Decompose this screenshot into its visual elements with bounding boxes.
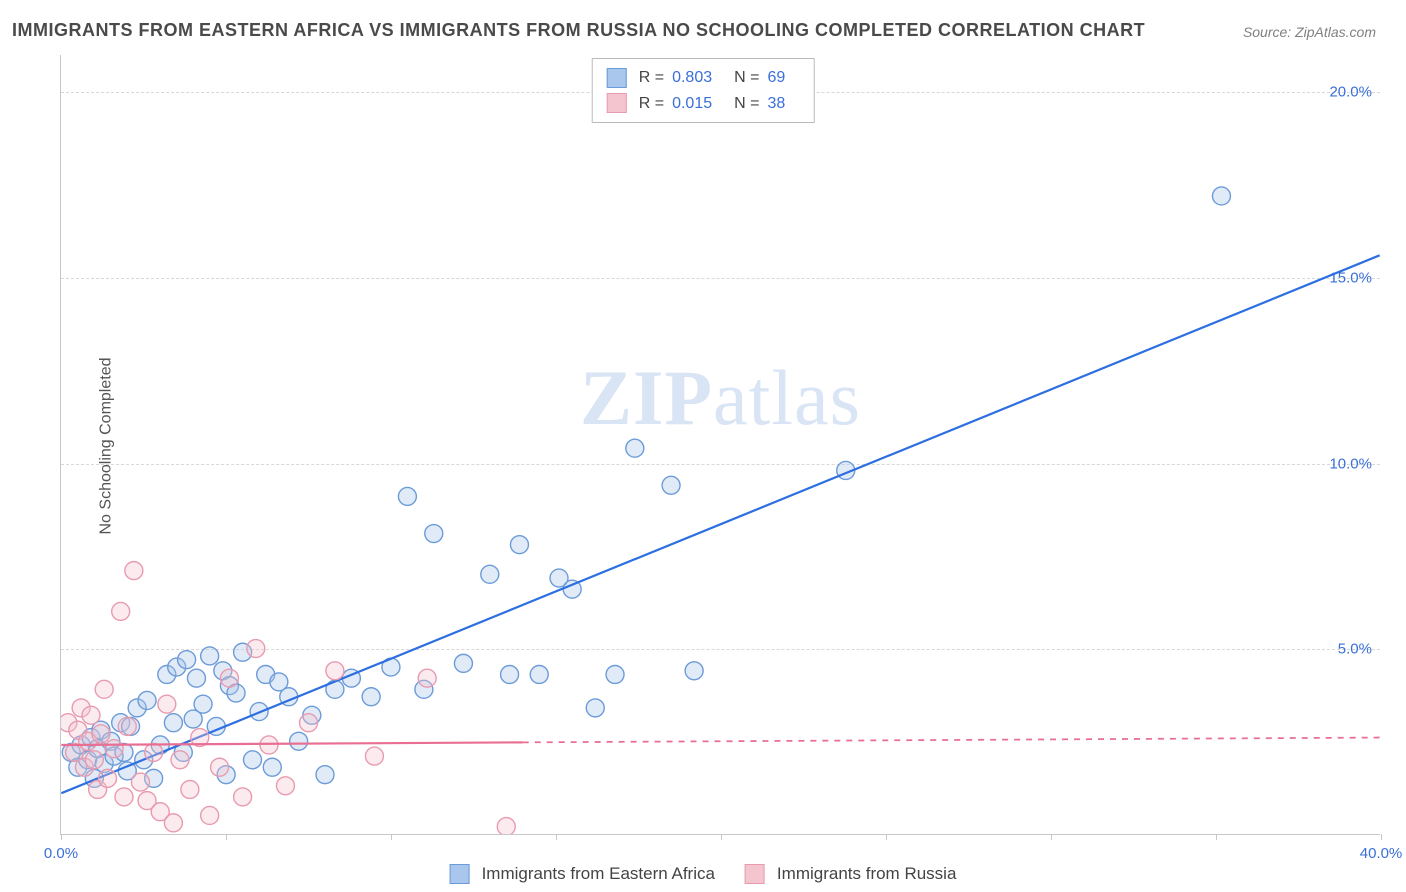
legend-swatch	[450, 864, 470, 884]
data-point	[316, 766, 334, 784]
x-tick-mark	[1051, 834, 1052, 840]
x-tick-mark	[886, 834, 887, 840]
data-point	[362, 688, 380, 706]
data-point	[530, 666, 548, 684]
trend-line	[61, 742, 522, 745]
data-point	[481, 565, 499, 583]
data-point	[425, 525, 443, 543]
data-point	[606, 666, 624, 684]
data-point	[497, 818, 515, 834]
x-tick-label: 40.0%	[1360, 845, 1403, 862]
data-point	[260, 736, 278, 754]
r-value: 0.015	[672, 91, 712, 117]
chart-svg	[61, 55, 1380, 834]
data-point	[220, 669, 238, 687]
n-value: 38	[767, 91, 785, 117]
x-tick-mark	[226, 834, 227, 840]
data-point	[164, 714, 182, 732]
x-tick-label: 0.0%	[44, 845, 78, 862]
data-point	[276, 777, 294, 795]
r-label: R =	[639, 65, 664, 91]
x-tick-mark	[391, 834, 392, 840]
data-point	[85, 751, 103, 769]
r-value: 0.803	[672, 65, 712, 91]
data-point	[158, 695, 176, 713]
x-tick-mark	[1216, 834, 1217, 840]
data-point	[365, 747, 383, 765]
n-value: 69	[767, 65, 785, 91]
n-label: N =	[734, 91, 759, 117]
data-point	[201, 647, 219, 665]
chart-title: IMMIGRANTS FROM EASTERN AFRICA VS IMMIGR…	[12, 20, 1145, 41]
data-point	[181, 780, 199, 798]
data-point	[82, 706, 100, 724]
x-tick-mark	[721, 834, 722, 840]
data-point	[164, 814, 182, 832]
legend-swatch	[745, 864, 765, 884]
data-point	[398, 487, 416, 505]
x-tick-mark	[1381, 834, 1382, 840]
data-point	[247, 640, 265, 658]
data-point	[178, 651, 196, 669]
data-point	[501, 666, 519, 684]
plot-area: ZIPatlas 5.0%10.0%15.0%20.0%0.0%40.0%	[60, 55, 1380, 835]
legend-swatch	[607, 93, 627, 113]
data-point	[194, 695, 212, 713]
data-point	[171, 751, 189, 769]
data-point	[138, 691, 156, 709]
legend-series-label: Immigrants from Eastern Africa	[482, 864, 715, 884]
data-point	[125, 562, 143, 580]
data-point	[145, 743, 163, 761]
legend-swatch	[607, 68, 627, 88]
legend-series-label: Immigrants from Russia	[777, 864, 956, 884]
data-point	[105, 740, 123, 758]
data-point	[263, 758, 281, 776]
data-point	[290, 732, 308, 750]
legend-stat-row: R = 0.015 N = 38	[607, 91, 800, 117]
source-label: Source: ZipAtlas.com	[1243, 24, 1376, 40]
data-point	[131, 773, 149, 791]
data-point	[244, 751, 262, 769]
r-label: R =	[639, 91, 664, 117]
data-point	[234, 788, 252, 806]
data-point	[92, 725, 110, 743]
data-point	[118, 717, 136, 735]
data-point	[510, 536, 528, 554]
data-point	[115, 788, 133, 806]
trend-line	[61, 255, 1379, 793]
data-point	[326, 662, 344, 680]
x-tick-mark	[556, 834, 557, 840]
data-point	[454, 654, 472, 672]
legend-stat-row: R = 0.803 N = 69	[607, 65, 800, 91]
legend-series-item: Immigrants from Eastern Africa	[450, 864, 715, 884]
data-point	[98, 769, 116, 787]
data-point	[662, 476, 680, 494]
data-point	[418, 669, 436, 687]
n-label: N =	[734, 65, 759, 91]
legend-series-item: Immigrants from Russia	[745, 864, 956, 884]
data-point	[685, 662, 703, 680]
correlation-legend: R = 0.803 N = 69 R = 0.015 N = 38	[592, 58, 815, 123]
data-point	[95, 680, 113, 698]
data-point	[201, 806, 219, 824]
data-point	[626, 439, 644, 457]
data-point	[1212, 187, 1230, 205]
data-point	[187, 669, 205, 687]
data-point	[300, 714, 318, 732]
data-point	[586, 699, 604, 717]
x-tick-mark	[61, 834, 62, 840]
data-point	[112, 602, 130, 620]
trend-line-extrapolated	[523, 738, 1380, 743]
series-legend: Immigrants from Eastern Africa Immigrants…	[450, 864, 957, 884]
data-point	[211, 758, 229, 776]
